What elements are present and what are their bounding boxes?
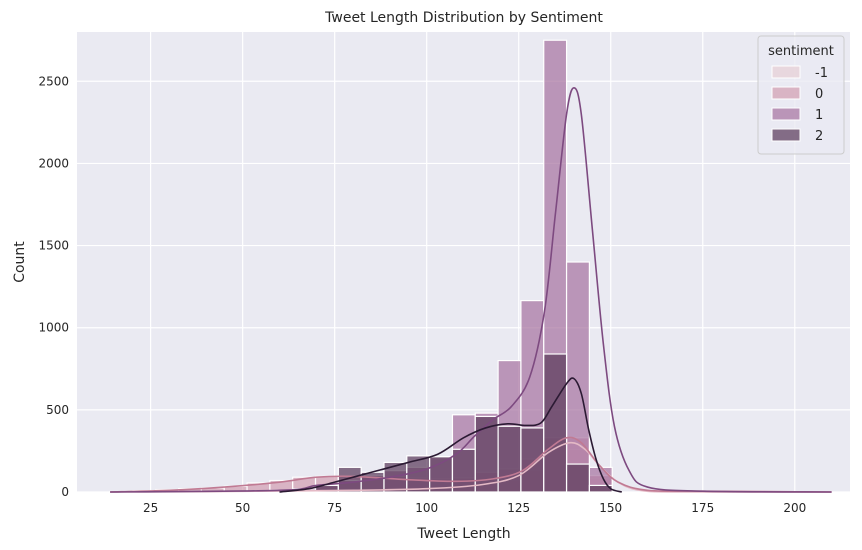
x-axis-ticks: 25 50 75 100 125 150 175 200 [143, 501, 806, 515]
legend-swatch [771, 107, 801, 121]
legend-items: -1 0 1 2 [771, 65, 828, 144]
x-tick-label: 125 [507, 501, 530, 515]
chart-title: Tweet Length Distribution by Sentiment [324, 10, 603, 26]
x-tick-label: 25 [143, 501, 158, 515]
legend-label: -1 [815, 66, 828, 81]
legend-label: 0 [815, 87, 823, 102]
y-tick-label: 500 [46, 403, 69, 417]
y-tick-label: 0 [61, 485, 69, 499]
histogram-bar [565, 261, 590, 493]
legend-swatch [771, 86, 801, 100]
legend-swatch [771, 65, 801, 79]
kde-curves [110, 87, 832, 493]
x-tick-label: 50 [235, 501, 250, 515]
histogram-bar [565, 463, 590, 493]
y-axis-label: Count [12, 241, 28, 283]
x-axis-label: Tweet Length [416, 526, 510, 542]
x-tick-label: 200 [783, 501, 806, 515]
kde-curve [279, 377, 623, 493]
legend-title: sentiment [768, 44, 834, 59]
histogram-bar [520, 427, 545, 493]
histogram-bar [360, 471, 385, 493]
y-axis-ticks: 0 500 1000 1500 2000 2500 [38, 74, 69, 499]
y-tick-label: 2500 [38, 74, 69, 88]
histogram-bar [543, 353, 568, 493]
legend-label: 2 [815, 129, 823, 144]
x-tick-label: 75 [327, 501, 342, 515]
y-tick-label: 2000 [38, 156, 69, 170]
legend-label: 1 [815, 108, 823, 123]
y-tick-label: 1500 [38, 239, 69, 253]
legend-swatch [771, 128, 801, 142]
x-tick-label: 175 [691, 501, 714, 515]
kde-curve [110, 87, 832, 493]
kde-curve [110, 436, 832, 493]
x-tick-label: 150 [599, 501, 622, 515]
histogram-bar [429, 456, 454, 493]
x-tick-label: 100 [415, 501, 438, 515]
y-tick-label: 1000 [38, 321, 69, 335]
legend: sentiment -1 0 1 2 [757, 35, 845, 155]
